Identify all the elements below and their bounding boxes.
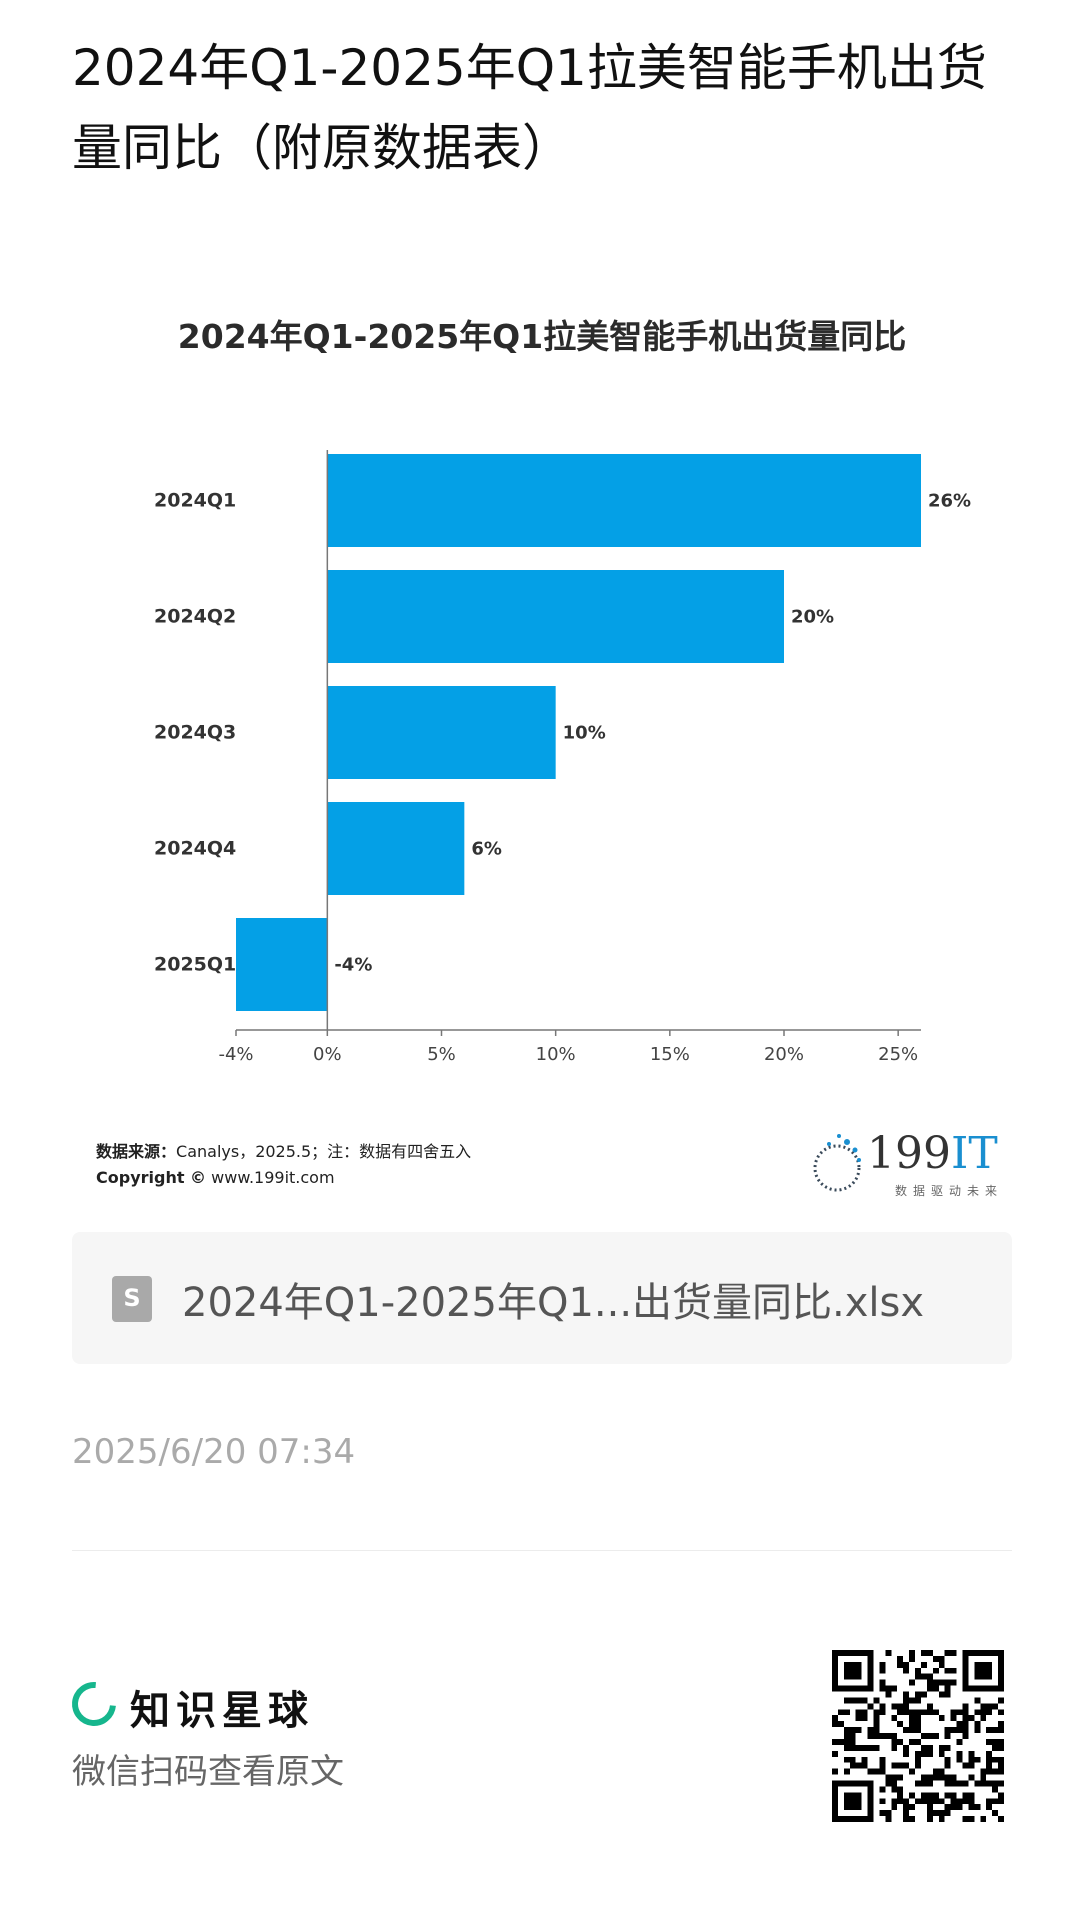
category-label-2024Q3: 2024Q3	[154, 722, 236, 744]
x-tick-label-3: 10%	[536, 1044, 576, 1065]
x-tick-label-5: 20%	[764, 1044, 804, 1065]
scan-instruction: 微信扫码查看原文	[72, 1752, 344, 1792]
data-label-2024Q3: 10%	[563, 723, 606, 744]
attachment-card[interactable]: 2024年Q1-2025年Q1...出货量同比.xlsx	[72, 1232, 1012, 1364]
chart-container: 2024年Q1-2025年Q1拉美智能手机出货量同比 2024Q1 26% 2024…	[72, 290, 1012, 1210]
source-text: Canalys，2025.5；注：数据有四舍五入	[176, 1142, 472, 1161]
qr-modules	[832, 1650, 1004, 1822]
spreadsheet-file-icon	[112, 1276, 152, 1322]
copyright-text: www.199it.com	[206, 1168, 335, 1187]
bar-2024Q1	[327, 454, 921, 547]
logo-text: 199IT	[867, 1128, 998, 1179]
199it-logo: 199IT 数据驱动未来	[807, 1120, 1007, 1210]
copyright-label: Copyright ©	[96, 1168, 207, 1187]
source-label: 数据来源：	[96, 1142, 177, 1161]
bar-chart: 2024Q1 26% 2024Q2 20% 2024Q3 10% 2024Q4 6% 2025Q…	[154, 450, 971, 1065]
logo-text-accent: IT	[950, 1128, 998, 1179]
data-label-2024Q1: 26%	[928, 491, 971, 512]
x-tick-label-4: 15%	[650, 1044, 690, 1065]
logo-slogan: 数据驱动未来	[895, 1184, 1004, 1198]
publish-timestamp: 2025/6/20 07:34	[72, 1432, 356, 1472]
copyright-note: Copyright © www.199it.com	[96, 1168, 335, 1187]
data-label-2025Q1: -4%	[334, 955, 372, 976]
source-note: 数据来源：Canalys，2025.5；注：数据有四舍五入	[96, 1138, 471, 1162]
chart-title: 2024年Q1-2025年Q1拉美智能手机出货量同比	[177, 317, 907, 356]
page-title: 2024年Q1-2025年Q1拉美智能手机出货量同比（附原数据表）	[72, 39, 987, 177]
bar-2024Q2	[327, 570, 784, 663]
dandelion-icon	[813, 1134, 861, 1192]
attachment-file-name[interactable]: 2024年Q1-2025年Q1...出货量同比.xlsx	[182, 1280, 925, 1326]
data-label-2024Q2: 20%	[791, 607, 834, 628]
bar-2024Q3	[327, 686, 556, 779]
x-tick-label-1: 0%	[313, 1044, 342, 1065]
category-label-2024Q4: 2024Q4	[154, 838, 236, 860]
qr-code[interactable]	[832, 1650, 1004, 1822]
bar-2024Q4	[327, 802, 465, 895]
divider	[72, 1550, 1012, 1551]
brand-name: 知识星球	[130, 1688, 314, 1734]
x-tick-label-6: 25%	[878, 1044, 918, 1065]
data-label-2024Q4: 6%	[471, 839, 502, 860]
category-label-2024Q1: 2024Q1	[154, 490, 236, 512]
x-tick-label-2: 5%	[427, 1044, 456, 1065]
category-label-2024Q2: 2024Q2	[154, 606, 236, 628]
x-tick-label-0: -4%	[218, 1044, 253, 1065]
bar-2025Q1	[236, 918, 328, 1011]
zsxq-logo-icon	[63, 1673, 125, 1735]
category-label-2025Q1: 2025Q1	[154, 954, 236, 976]
logo-text-main: 199	[867, 1128, 951, 1179]
